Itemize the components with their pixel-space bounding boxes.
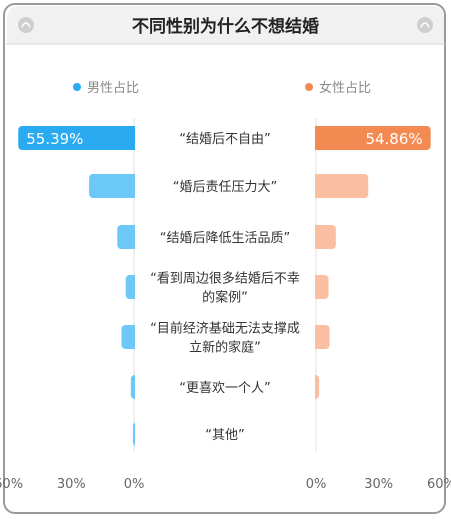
right-axis-tick: 0% [306, 477, 327, 492]
female-bar [310, 174, 369, 198]
female-value-label: 54.86% [365, 130, 422, 148]
category-label: 的案例” [202, 290, 248, 306]
category-label: “婚后责任压力大” [173, 180, 277, 195]
category-label: “其他” [205, 428, 244, 443]
right-axis-tick: 30% [364, 477, 393, 492]
header-right-ornament-mark [420, 22, 430, 28]
female-bar [310, 225, 336, 249]
male-bar [89, 174, 140, 198]
male-value-label: 55.39% [26, 130, 83, 148]
left-axis-tick: 30% [57, 477, 86, 492]
legend-male-swatch [73, 83, 81, 91]
header-left-ornament-icon [18, 17, 34, 33]
legend-female-label: 女性占比 [319, 80, 371, 96]
category-label: “更喜欢一个人” [179, 381, 270, 396]
category-label: “目前经济基础无法支撑成 [150, 321, 300, 337]
female-bar [310, 126, 431, 150]
right-axis-tick: 60% [427, 477, 451, 492]
category-label: “结婚后不自由” [179, 132, 270, 147]
left-axis-tick: 0% [124, 477, 145, 492]
male-bar [18, 126, 140, 150]
header-left-ornament-mark [21, 22, 31, 28]
header-band [7, 6, 444, 44]
legend-female-swatch [305, 83, 313, 91]
category-label: “看到周边很多结婚后不幸 [150, 271, 300, 287]
category-panel [135, 116, 315, 454]
left-axis-tick: 60% [0, 477, 23, 492]
header-right-ornament-icon [417, 17, 433, 33]
legend-male-label: 男性占比 [87, 81, 139, 96]
male-bar [117, 225, 140, 249]
category-label: 立新的家庭” [189, 340, 261, 356]
chart-title: 不同性别为什么不想结婚 [132, 16, 319, 37]
category-label: “结婚后降低生活品质” [160, 231, 290, 246]
